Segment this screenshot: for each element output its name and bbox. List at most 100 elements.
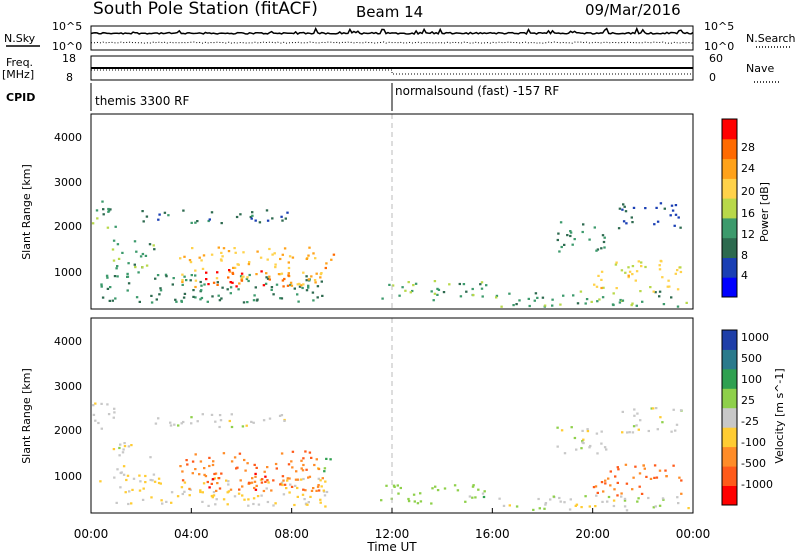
power-cell	[632, 206, 636, 209]
velocity-cell	[570, 426, 573, 429]
velocity-cbar-tick-m100: -100	[741, 436, 766, 449]
power-cell	[217, 246, 220, 249]
power-cell	[277, 273, 281, 276]
power-cell	[216, 281, 219, 284]
velocity-cell	[126, 474, 130, 477]
power-cell	[191, 247, 194, 250]
velocity-cell	[222, 452, 226, 455]
velocity-cell	[191, 460, 195, 463]
velocity-cell	[264, 475, 267, 478]
velocity-cell	[182, 420, 185, 424]
velocity-cell	[247, 504, 250, 507]
velocity-colorbar-swatch	[722, 368, 737, 389]
velocity-cell	[614, 475, 617, 478]
power-cell	[442, 291, 446, 294]
velocity-cell	[661, 497, 665, 500]
velocity-cell	[399, 486, 402, 490]
velocity-cell	[247, 498, 250, 501]
velocity-cell	[612, 499, 616, 502]
velocity-cell	[250, 481, 254, 484]
power-cell	[670, 204, 674, 207]
power-cell	[518, 299, 521, 302]
power-cell	[671, 209, 675, 212]
power-cell	[316, 285, 320, 288]
power-cell	[409, 291, 412, 294]
power-cell	[215, 277, 219, 280]
velocity-cell	[637, 428, 640, 431]
velocity-cell	[468, 495, 472, 498]
power-cell	[305, 289, 309, 292]
power-cell	[582, 223, 585, 226]
power-cell	[287, 266, 291, 270]
velocity-cell	[636, 412, 639, 415]
power-cell	[141, 266, 144, 269]
power-cell	[100, 285, 103, 288]
power-cell	[144, 254, 148, 257]
velocity-cell	[130, 502, 133, 505]
power-cell	[462, 283, 466, 286]
power-cell	[412, 284, 415, 287]
power-cell	[268, 247, 271, 251]
power-cell	[560, 245, 563, 249]
velocity-cell	[294, 484, 297, 487]
power-cell	[194, 296, 197, 299]
velocity-cell	[183, 481, 187, 484]
power-cell	[404, 289, 407, 292]
velocity-cell	[180, 422, 183, 425]
velocity-cell	[243, 498, 246, 501]
velocity-y-label: Slant Range [km]	[20, 368, 33, 464]
power-cell	[663, 207, 666, 210]
power-cell	[635, 304, 638, 307]
velocity-cell	[153, 480, 157, 483]
velocity-cell	[265, 487, 268, 490]
power-cell	[188, 259, 192, 262]
velocity-cell	[573, 436, 577, 440]
power-cell	[126, 289, 129, 292]
velocity-cell	[130, 444, 133, 447]
velocity-cell	[285, 487, 288, 490]
power-cell	[233, 247, 236, 250]
power-cell	[117, 257, 121, 260]
velocity-cell	[621, 431, 624, 434]
power-cell	[288, 255, 292, 258]
velocity-cell	[100, 427, 103, 430]
power-cell	[273, 252, 276, 255]
velocity-cell	[654, 505, 657, 508]
velocity-cell	[319, 501, 322, 504]
velocity-cell	[138, 474, 141, 477]
velocity-cell	[116, 468, 119, 471]
power-cell	[235, 215, 239, 219]
velocity-cell	[181, 470, 184, 473]
velocity-cell	[150, 496, 153, 499]
cpid-segment-1: themis 3300 RF	[95, 94, 189, 108]
power-cell	[246, 301, 249, 304]
velocity-cell	[661, 421, 664, 424]
power-cell	[312, 299, 315, 302]
velocity-cell	[290, 460, 293, 463]
velocity-cell	[266, 479, 269, 482]
velocity-cell	[170, 491, 174, 494]
velocity-cell	[241, 494, 244, 497]
power-cell	[145, 215, 149, 218]
velocity-cell	[419, 500, 423, 503]
velocity-cell	[549, 498, 552, 501]
velocity-cell	[201, 491, 204, 494]
velocity-cell	[302, 463, 305, 467]
velocity-cell	[215, 489, 218, 492]
power-cell	[265, 276, 268, 279]
velocity-cell	[169, 424, 173, 427]
power-cell	[630, 216, 633, 219]
velocity-cell	[582, 438, 585, 441]
power-cell	[472, 294, 475, 297]
velocity-cell	[638, 472, 642, 475]
velocity-cell	[477, 488, 480, 491]
power-cell	[194, 285, 197, 289]
power-cell	[307, 286, 310, 289]
velocity-cell	[631, 488, 634, 491]
power-cell	[95, 209, 99, 212]
power-cell	[563, 243, 566, 246]
power-cell	[569, 231, 573, 234]
velocity-cell	[244, 469, 247, 472]
power-cell	[311, 291, 315, 294]
power-cell	[307, 254, 310, 257]
